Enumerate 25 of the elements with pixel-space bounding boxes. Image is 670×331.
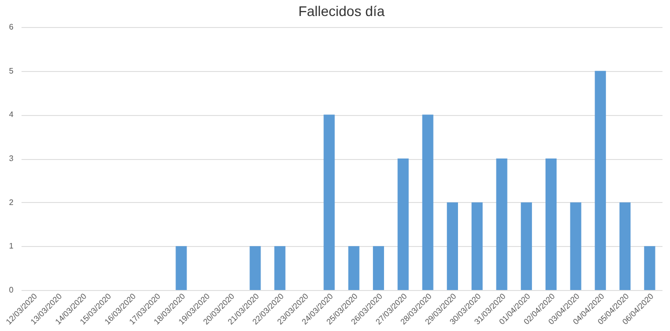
bar	[372, 246, 384, 290]
bar	[496, 158, 508, 290]
bar	[594, 70, 606, 290]
bar	[546, 158, 557, 290]
bar	[644, 246, 656, 290]
bar	[348, 246, 360, 290]
y-tick-label: 4	[9, 110, 14, 120]
bar	[398, 158, 409, 290]
bar	[422, 114, 434, 290]
bar	[520, 202, 532, 290]
bar	[324, 114, 335, 290]
y-tick-label: 6	[9, 22, 14, 32]
bar	[446, 202, 458, 290]
bar	[472, 202, 483, 290]
bar	[250, 246, 261, 290]
y-tick-label: 1	[9, 242, 14, 251]
y-tick-label: 0	[9, 286, 14, 294]
bar	[176, 246, 187, 290]
chart-title: Fallecidos día	[298, 3, 385, 19]
y-tick-label: 2	[9, 198, 14, 207]
bar	[274, 246, 286, 290]
y-tick-label: 5	[9, 66, 14, 76]
y-tick-label: 3	[9, 154, 14, 163]
bar	[570, 202, 582, 290]
bar	[619, 202, 631, 290]
